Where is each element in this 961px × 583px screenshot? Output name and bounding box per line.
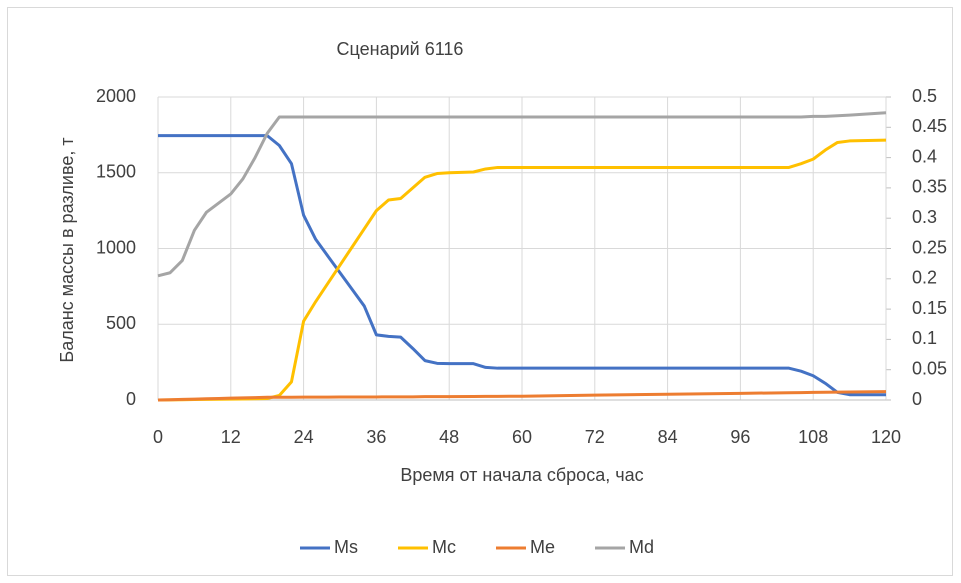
y-tick-label: 2000 [96, 86, 136, 106]
y2-tick-label: 0.5 [912, 86, 937, 106]
y2-tick-label: 0.05 [912, 358, 947, 378]
series-line [157, 111, 887, 278]
legend-label: Ms [334, 537, 358, 557]
x-tick-label: 36 [366, 427, 386, 447]
y2-tick-label: 0.3 [912, 207, 937, 227]
y2-tick-label: 0.15 [912, 298, 947, 318]
series-line [157, 390, 887, 402]
y2-tick-label: 0.45 [912, 116, 947, 136]
x-tick-label: 0 [153, 427, 163, 447]
x-tick-label: 120 [871, 427, 901, 447]
y2-tick-label: 0.1 [912, 328, 937, 348]
y-tick-label: 0 [126, 389, 136, 409]
legend-label: Mc [432, 537, 456, 557]
x-axis-label: Время от начала сброса, час [400, 465, 643, 485]
y-tick-label: 1000 [96, 237, 136, 257]
x-tick-label: 12 [221, 427, 241, 447]
x-tick-label: 60 [512, 427, 532, 447]
y2-tick-label: 0.2 [912, 268, 937, 288]
chart-title: Сценарий 6116 [337, 39, 464, 59]
legend-label: Md [629, 537, 654, 557]
y2-tick-label: 0.4 [912, 146, 937, 166]
x-tick-label: 72 [585, 427, 605, 447]
x-tick-label: 96 [730, 427, 750, 447]
y-tick-label: 500 [106, 313, 136, 333]
x-tick-label: 48 [439, 427, 459, 447]
y2-tick-label: 0.35 [912, 177, 947, 197]
x-tick-label: 24 [294, 427, 314, 447]
y-tick-label: 1500 [96, 162, 136, 182]
x-tick-label: 108 [798, 427, 828, 447]
y-axis-label: Баланс массы в разливе, т [57, 137, 77, 362]
chart-frame [7, 7, 953, 576]
legend-label: Me [530, 537, 555, 557]
x-tick-label: 84 [658, 427, 678, 447]
y2-tick-label: 0 [912, 389, 922, 409]
y2-tick-label: 0.25 [912, 237, 947, 257]
series-line [158, 134, 886, 397]
